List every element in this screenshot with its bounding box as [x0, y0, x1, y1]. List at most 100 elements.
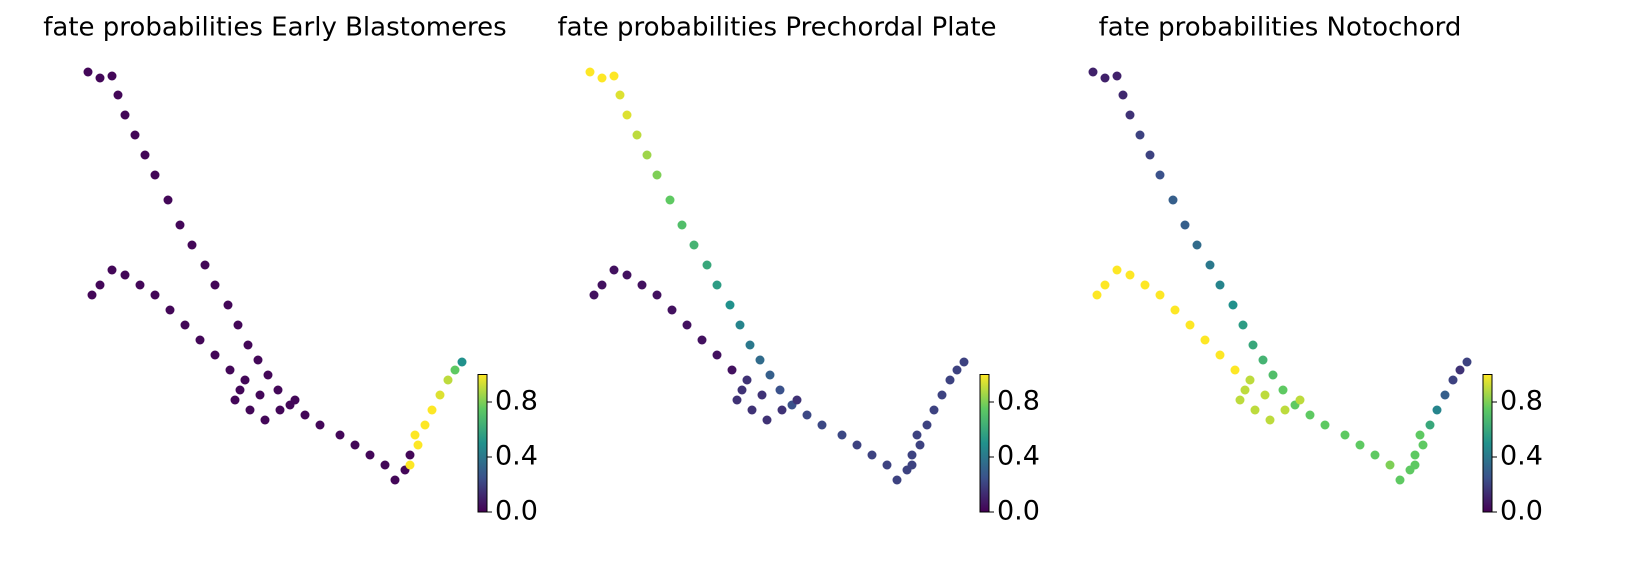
point: [682, 320, 692, 330]
point: [1230, 365, 1240, 375]
point: [1145, 150, 1155, 160]
point: [230, 395, 240, 405]
point: [187, 240, 197, 250]
point: [732, 395, 742, 405]
point: [180, 320, 190, 330]
point: [1462, 357, 1472, 367]
point: [1088, 67, 1098, 77]
point: [597, 73, 607, 83]
point: [912, 430, 922, 440]
point: [1100, 73, 1110, 83]
point: [235, 385, 245, 395]
point: [335, 430, 345, 440]
colorbar-tick-label: 0.8: [495, 386, 538, 417]
point: [929, 405, 939, 415]
point: [253, 355, 263, 365]
point: [667, 305, 677, 315]
point: [1140, 280, 1150, 290]
point: [1250, 405, 1260, 415]
point: [747, 405, 757, 415]
point: [765, 370, 775, 380]
point: [1125, 270, 1135, 280]
point: [200, 260, 210, 270]
point: [113, 90, 123, 100]
point: [260, 415, 270, 425]
point: [120, 110, 130, 120]
point: [1448, 375, 1458, 385]
point: [255, 390, 265, 400]
point: [390, 475, 400, 485]
point: [195, 335, 205, 345]
point: [150, 290, 160, 300]
point: [233, 320, 243, 330]
point: [1268, 370, 1278, 380]
point: [632, 130, 642, 140]
point: [240, 375, 250, 385]
point: [450, 365, 460, 375]
point: [1395, 475, 1405, 485]
point: [410, 430, 420, 440]
colorbar-tick-label: 0.4: [997, 441, 1040, 472]
panel: fate probabilities Early Blastomeres 0.0 0…: [43, 13, 538, 527]
point: [1185, 320, 1195, 330]
point: [689, 240, 699, 250]
colorbar-tick-label: 0.0: [1500, 496, 1543, 527]
point: [300, 410, 310, 420]
point: [1245, 375, 1255, 385]
point: [952, 365, 962, 375]
point: [130, 130, 140, 140]
point: [1280, 405, 1290, 415]
point: [589, 290, 599, 300]
point: [622, 270, 632, 280]
point: [443, 375, 453, 385]
point: [273, 385, 283, 395]
point: [87, 290, 97, 300]
panel-title: fate probabilities Early Blastomeres: [43, 13, 506, 43]
point: [792, 395, 802, 405]
point: [757, 390, 767, 400]
point: [959, 357, 969, 367]
point: [1455, 365, 1465, 375]
point: [1192, 240, 1202, 250]
point: [755, 355, 765, 365]
point: [1258, 355, 1268, 365]
point: [420, 420, 430, 430]
point: [742, 375, 752, 385]
panel: fate probabilities Notochord 0.0 0.4 0.8: [1088, 13, 1543, 527]
point: [210, 280, 220, 290]
point: [1125, 110, 1135, 120]
point: [777, 405, 787, 415]
point: [95, 280, 105, 290]
point: [1228, 300, 1238, 310]
point: [802, 410, 812, 420]
point: [907, 460, 917, 470]
point: [1168, 195, 1178, 205]
point: [1238, 320, 1248, 330]
point: [435, 390, 445, 400]
colorbar: [979, 374, 990, 513]
point: [1215, 280, 1225, 290]
point: [223, 300, 233, 310]
point: [1305, 410, 1315, 420]
point: [1180, 220, 1190, 230]
point: [637, 280, 647, 290]
point: [1118, 90, 1128, 100]
point: [725, 300, 735, 310]
point: [1320, 420, 1330, 430]
point: [1295, 395, 1305, 405]
point: [609, 71, 619, 81]
point: [642, 150, 652, 160]
point: [622, 110, 632, 120]
point: [652, 290, 662, 300]
point: [882, 460, 892, 470]
point: [275, 405, 285, 415]
point: [922, 420, 932, 430]
point: [1200, 335, 1210, 345]
point: [243, 340, 253, 350]
point: [892, 475, 902, 485]
point: [405, 450, 415, 460]
point: [1260, 390, 1270, 400]
point: [597, 280, 607, 290]
point: [712, 280, 722, 290]
